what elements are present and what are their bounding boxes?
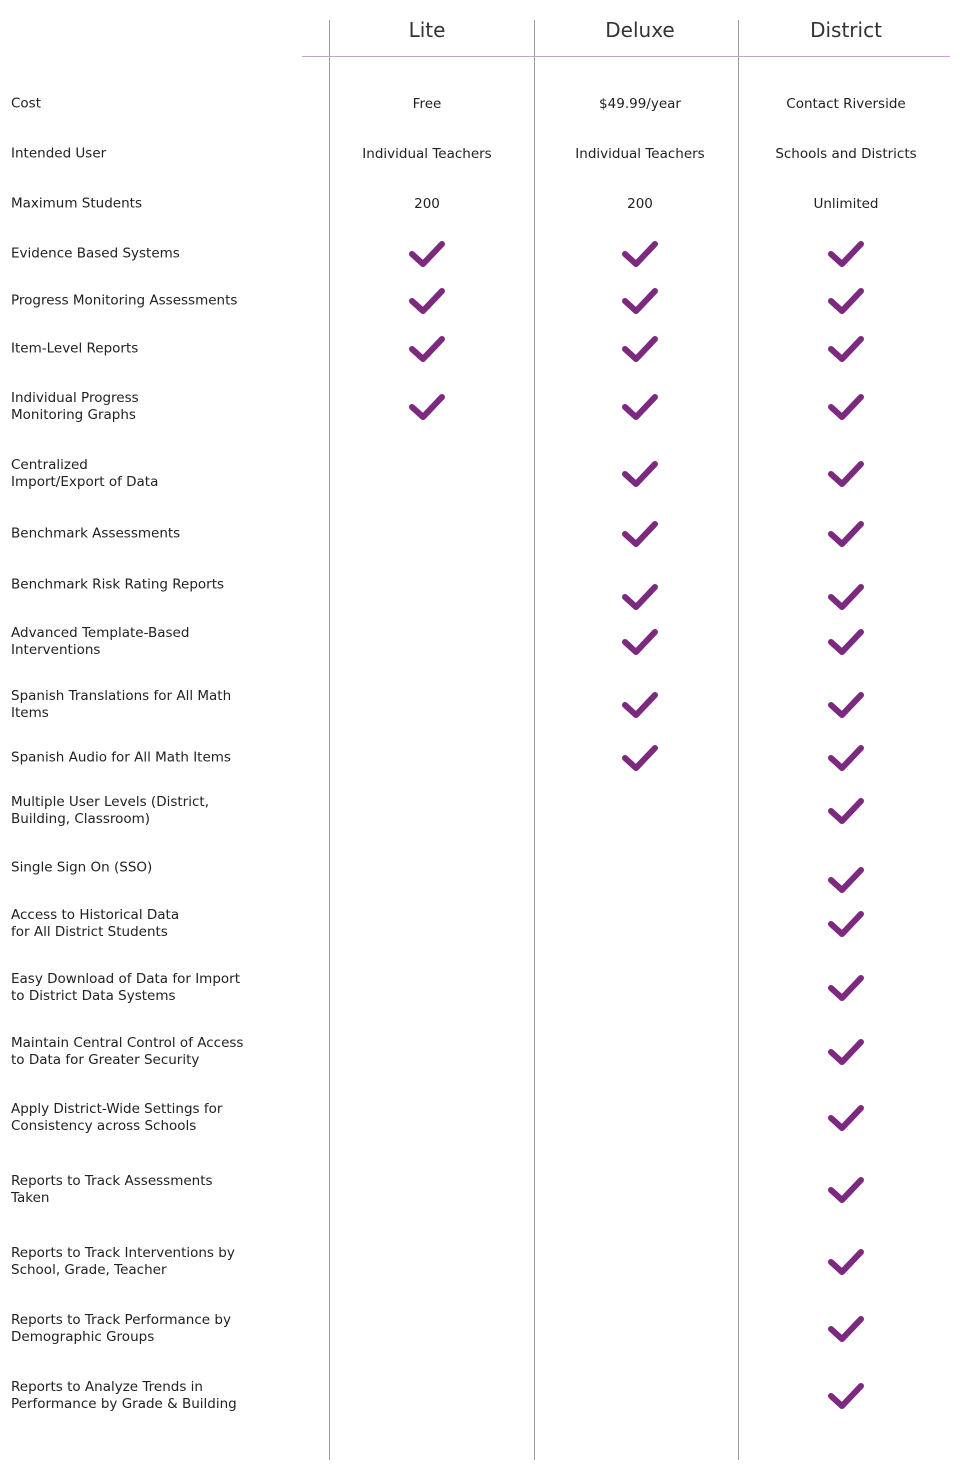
checkmark-icon	[828, 584, 864, 610]
cell-value: 200	[414, 196, 440, 212]
cell-value: Contact Riverside	[786, 96, 906, 112]
cell-value: Individual Teachers	[575, 146, 705, 162]
checkmark-icon	[622, 584, 658, 610]
row-label: Single Sign On (SSO)	[11, 859, 153, 876]
cell-value: Schools and Districts	[775, 146, 917, 162]
row-label: Reports to Track Interventions by School…	[11, 1245, 235, 1278]
checkmark-icon	[409, 336, 445, 362]
checkmark-icon	[828, 911, 864, 937]
row-label: Apply District-Wide Settings for Consist…	[11, 1101, 223, 1134]
row-label: Intended User	[11, 145, 107, 162]
column-divider	[329, 20, 330, 1460]
checkmark-icon	[828, 394, 864, 420]
column-divider	[534, 20, 535, 1460]
checkmark-icon	[828, 1105, 864, 1131]
checkmark-icon	[828, 692, 864, 718]
checkmark-icon	[622, 521, 658, 547]
checkmark-icon	[409, 288, 445, 314]
checkmark-icon	[828, 336, 864, 362]
row-label: Spanish Audio for All Math Items	[11, 749, 231, 766]
row-label: Item-Level Reports	[11, 340, 139, 357]
cell-value: Individual Teachers	[362, 146, 492, 162]
checkmark-icon	[828, 1039, 864, 1065]
checkmark-icon	[828, 745, 864, 771]
row-label: Maximum Students	[11, 195, 142, 212]
checkmark-icon	[622, 692, 658, 718]
checkmark-icon	[828, 241, 864, 267]
column-header-district: District	[810, 18, 882, 42]
row-label: Individual Progress Monitoring Graphs	[11, 390, 139, 423]
row-label: Progress Monitoring Assessments	[11, 292, 238, 309]
row-label: Easy Download of Data for Import to Dist…	[11, 971, 240, 1004]
row-label: Advanced Template-Based Interventions	[11, 625, 190, 658]
column-header-lite: Lite	[408, 18, 446, 42]
checkmark-icon	[828, 629, 864, 655]
checkmark-icon	[828, 461, 864, 487]
checkmark-icon	[622, 288, 658, 314]
cell-value: Free	[412, 96, 442, 112]
row-label: Reports to Track Assessments Taken	[11, 1173, 213, 1206]
checkmark-icon	[622, 336, 658, 362]
column-divider	[738, 20, 739, 1460]
row-label: Evidence Based Systems	[11, 245, 180, 262]
row-label: Reports to Track Performance by Demograp…	[11, 1312, 231, 1345]
checkmark-icon	[828, 798, 864, 824]
column-header-deluxe: Deluxe	[605, 18, 675, 42]
checkmark-icon	[828, 867, 864, 893]
checkmark-icon	[828, 521, 864, 547]
checkmark-icon	[828, 1177, 864, 1203]
checkmark-icon	[409, 241, 445, 267]
cell-value: 200	[627, 196, 653, 212]
row-label: Benchmark Assessments	[11, 525, 181, 542]
row-label: Centralized Import/Export of Data	[11, 457, 159, 490]
cell-value: $49.99/year	[599, 96, 681, 112]
row-label: Access to Historical Data for All Distri…	[11, 907, 180, 940]
row-label: Spanish Translations for All Math Items	[11, 688, 232, 721]
checkmark-icon	[622, 394, 658, 420]
checkmark-icon	[828, 975, 864, 1001]
row-label: Reports to Analyze Trends in Performance…	[11, 1379, 237, 1412]
row-label: Multiple User Levels (District, Building…	[11, 794, 209, 827]
checkmark-icon	[828, 288, 864, 314]
row-label: Maintain Central Control of Access to Da…	[11, 1035, 244, 1068]
checkmark-icon	[409, 394, 445, 420]
checkmark-icon	[622, 241, 658, 267]
cell-value: Unlimited	[813, 196, 879, 212]
checkmark-icon	[828, 1316, 864, 1342]
checkmark-icon	[828, 1249, 864, 1275]
checkmark-icon	[828, 1383, 864, 1409]
row-label: Benchmark Risk Rating Reports	[11, 576, 225, 593]
checkmark-icon	[622, 629, 658, 655]
row-label: Cost	[11, 95, 42, 112]
checkmark-icon	[622, 745, 658, 771]
header-divider	[302, 56, 950, 57]
checkmark-icon	[622, 461, 658, 487]
